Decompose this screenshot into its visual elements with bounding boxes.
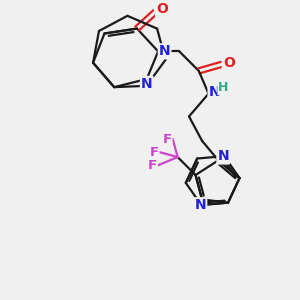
Text: N: N [141,77,153,91]
Text: F: F [149,146,158,159]
Text: N: N [159,44,170,58]
Text: N: N [218,149,229,164]
Text: N: N [208,85,220,99]
Text: H: H [218,81,229,94]
Text: N: N [195,198,206,212]
Text: O: O [223,56,235,70]
Text: F: F [148,159,157,172]
Text: F: F [162,133,172,146]
Text: O: O [156,2,168,16]
